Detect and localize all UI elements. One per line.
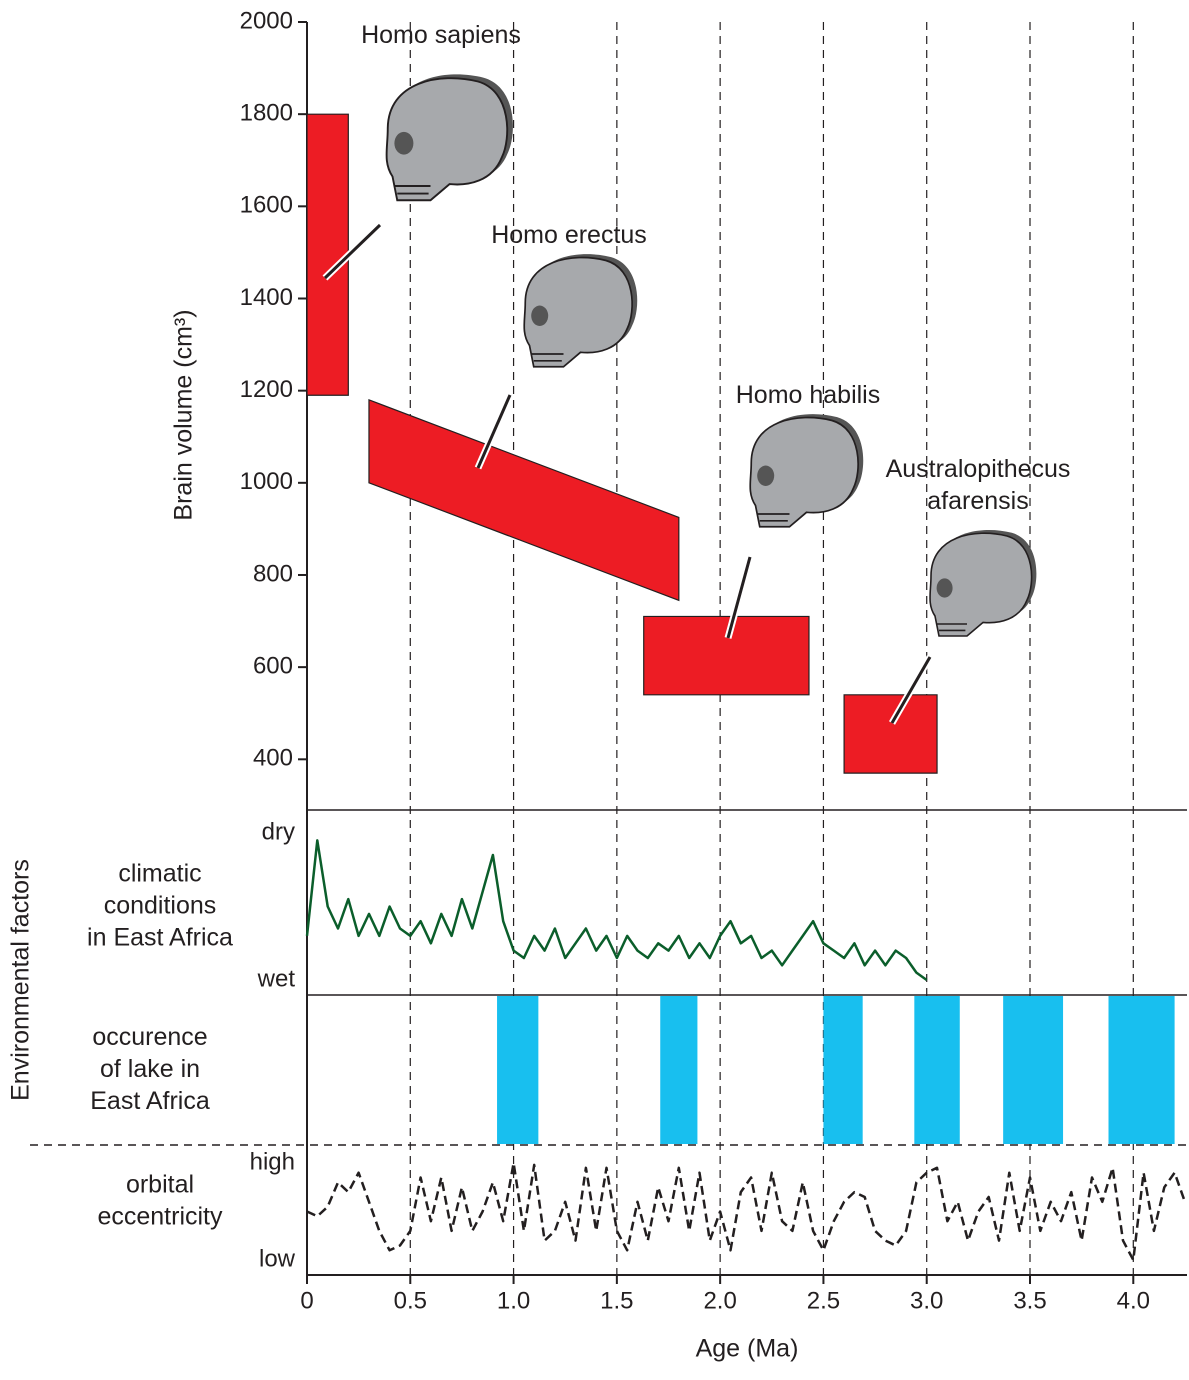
group-label: Environmental factors bbox=[7, 859, 35, 1101]
lake-span bbox=[914, 996, 959, 1144]
lake-span bbox=[1003, 996, 1063, 1144]
label-line: conditions bbox=[104, 891, 217, 919]
y-tick-label: 1800 bbox=[240, 100, 293, 127]
y-tick-label: dry bbox=[262, 818, 295, 845]
x-tick-label: 1.5 bbox=[600, 1287, 633, 1314]
label-line: East Africa bbox=[90, 1087, 210, 1115]
eye-socket bbox=[531, 306, 548, 326]
label-line: climatic bbox=[118, 859, 201, 887]
lake-span bbox=[660, 996, 697, 1144]
label: Homo erectus bbox=[491, 221, 647, 249]
x-tick-label: 0.5 bbox=[394, 1287, 427, 1314]
label-line: eccentricity bbox=[97, 1202, 223, 1230]
brain-volume-range bbox=[369, 400, 679, 600]
y-tick-label: 1600 bbox=[240, 192, 293, 219]
y-tick-label: 600 bbox=[253, 652, 293, 679]
label-line: Australopithecus bbox=[886, 455, 1071, 483]
skull-icon bbox=[387, 74, 513, 200]
brain-volume-range bbox=[307, 114, 348, 395]
y-axis-label: Brain volume (cm³) bbox=[170, 309, 198, 520]
y-tick-label: 1200 bbox=[240, 376, 293, 403]
y-tick-label: low bbox=[259, 1245, 296, 1272]
label: Homo habilis bbox=[736, 381, 881, 409]
label-line: Homo erectus bbox=[491, 221, 647, 249]
lake-span bbox=[497, 996, 538, 1144]
label: Australopithecus afarensis bbox=[886, 455, 1071, 515]
label-line: in East Africa bbox=[87, 923, 233, 951]
series-line bbox=[307, 1163, 1185, 1260]
skull-icon bbox=[750, 414, 863, 527]
x-tick-label: 3.5 bbox=[1013, 1287, 1046, 1314]
skull-icon bbox=[930, 530, 1036, 636]
eye-socket bbox=[394, 132, 413, 155]
lake-span bbox=[823, 996, 862, 1144]
label: Homo sapiens bbox=[361, 21, 521, 49]
x-tick-label: 3.0 bbox=[910, 1287, 943, 1314]
chart: 0 0.5 1.0 1.5 2.0 2.5 3.0 3.5 4.0 Age (Ma) 400 600 8… bbox=[0, 0, 1189, 1375]
x-tick-label: 1.0 bbox=[497, 1287, 530, 1314]
x-axis-label: Age (Ma) bbox=[696, 1335, 799, 1363]
x-tick-label: 2.0 bbox=[703, 1287, 736, 1314]
label-line: orbital bbox=[126, 1170, 194, 1198]
skull-icon bbox=[524, 254, 637, 367]
label: orbital eccentricity bbox=[97, 1170, 223, 1230]
x-tick-label: 2.5 bbox=[807, 1287, 840, 1314]
x-tick-label: 4.0 bbox=[1117, 1287, 1150, 1314]
label: climatic conditions in East Africa bbox=[87, 859, 233, 951]
lake-span bbox=[1109, 996, 1175, 1144]
y-tick-label: high bbox=[250, 1148, 295, 1175]
y-tick-label: wet bbox=[257, 965, 296, 992]
label-line: afarensis bbox=[927, 487, 1028, 515]
y-tick-label: 400 bbox=[253, 745, 293, 772]
y-tick-label: 1400 bbox=[240, 284, 293, 311]
x-tick-label: 0 bbox=[300, 1287, 313, 1314]
y-tick-label: 1000 bbox=[240, 468, 293, 495]
brain-volume-range bbox=[844, 695, 937, 773]
label-line: Homo habilis bbox=[736, 381, 881, 409]
eye-socket bbox=[757, 466, 774, 486]
label-line: of lake in bbox=[100, 1055, 200, 1083]
label-line: occurence bbox=[92, 1023, 207, 1051]
y-tick-label: 800 bbox=[253, 560, 293, 587]
label: occurence of lake in East Africa bbox=[90, 1023, 210, 1115]
label-line: Homo sapiens bbox=[361, 21, 521, 49]
y-tick-label: 2000 bbox=[240, 7, 293, 34]
eye-socket bbox=[937, 578, 953, 597]
brain-volume-range bbox=[644, 616, 809, 694]
